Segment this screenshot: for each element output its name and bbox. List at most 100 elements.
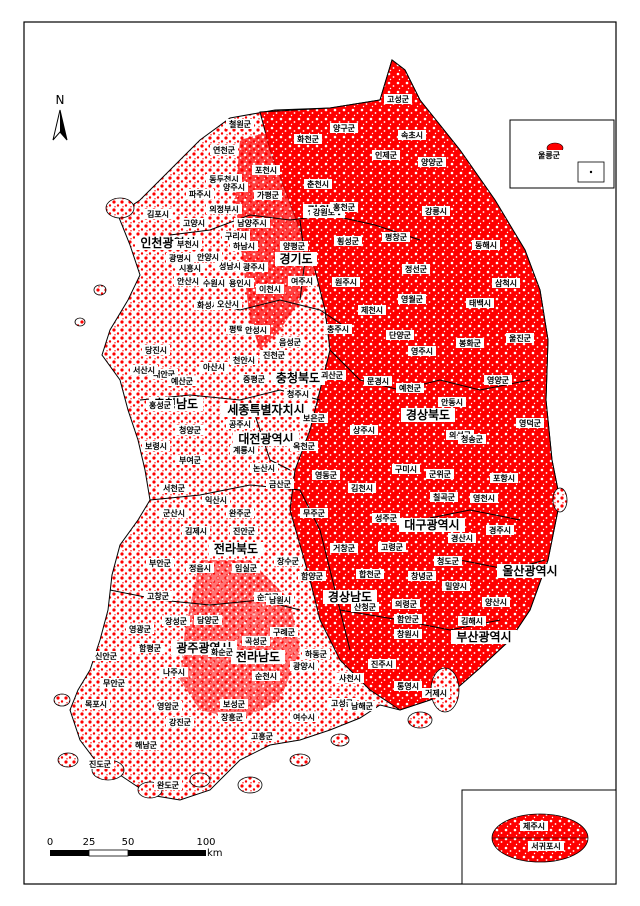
city-label-text: 천안시: [233, 355, 255, 365]
city-label: 화성시: [194, 300, 222, 310]
city-label-text: 안양시: [197, 252, 219, 262]
province-label: 부산광역시: [451, 629, 517, 644]
city-label: 예산군: [168, 376, 196, 386]
city-label: 구례군: [270, 627, 298, 637]
city-label-text: 평창군: [385, 232, 408, 242]
city-label: 평창군: [382, 232, 410, 242]
city-label: 울진군: [506, 333, 534, 343]
city-label-text: 제천시: [361, 305, 383, 315]
city-label: 인제군: [372, 150, 400, 160]
city-label: 괴산군: [318, 370, 346, 380]
city-label: 장성군: [162, 616, 190, 626]
city-label-text: 강진군: [169, 717, 192, 727]
city-label: 임실군: [232, 563, 260, 573]
city-label-text: 진주시: [371, 659, 393, 669]
city-label-text: 화성시: [197, 300, 219, 310]
city-label: 홍천군: [330, 202, 358, 212]
city-label-text: 서귀포시: [531, 841, 560, 851]
city-label-text: 부여군: [179, 455, 202, 465]
city-label: 칠곡군: [430, 492, 458, 502]
city-label-text: 신안군: [95, 651, 118, 661]
city-label: 양산시: [482, 597, 510, 607]
city-label: 보은군: [300, 413, 328, 423]
city-label-text: 곡성군: [245, 636, 268, 646]
city-label: 영주시: [408, 346, 436, 356]
city-label-text: 서천군: [163, 483, 186, 493]
city-label: 광주시: [240, 262, 268, 272]
province-label-text: 경상북도: [406, 407, 450, 422]
city-label-text: 고양시: [183, 218, 205, 228]
scale-bar: 0 25 50 100 km: [47, 837, 223, 859]
city-label: 아산시: [200, 362, 228, 372]
city-label-text: 의령군: [395, 599, 418, 609]
city-label: 무주군: [300, 508, 328, 518]
city-label: 양주시: [220, 182, 248, 192]
city-label: 화순군: [208, 647, 236, 657]
city-label: 정선군: [402, 264, 430, 274]
city-label: 춘천시: [304, 179, 332, 189]
province-label-text: 전라북도: [214, 541, 258, 556]
province-label: 경상북도: [401, 407, 455, 422]
city-label-text: 오산시: [217, 299, 239, 309]
province-label-text: 울산광역시: [502, 563, 557, 578]
city-label: 영천시: [470, 493, 498, 503]
city-label: 익산시: [202, 495, 230, 505]
city-label: 고성군: [328, 698, 356, 708]
city-label-text: 인제군: [375, 150, 398, 160]
city-label: 문경시: [364, 376, 392, 386]
city-label: 옥천군: [290, 441, 318, 451]
city-label: 목포시: [82, 699, 110, 709]
city-label: 여수시: [290, 712, 318, 722]
city-label-text: 속초시: [401, 130, 423, 140]
city-label: 오산시: [214, 299, 242, 309]
city-label: 서천군: [160, 483, 188, 493]
city-label: 김해시: [458, 616, 486, 626]
city-label: 제주시: [520, 821, 548, 831]
city-label: 고창군: [144, 591, 172, 601]
city-label: 함양군: [298, 571, 326, 581]
province-label: 세종특별자치시: [221, 402, 311, 417]
province-labels: 강원도경기도인천광역시충청북도충청남도세종특별자치시대전광역시경상북도대구광역시…: [135, 204, 563, 664]
city-label: 강진군: [166, 717, 194, 727]
city-label-text: 장흥군: [221, 712, 244, 722]
city-label: 안동시: [438, 397, 466, 407]
city-label: 청양군: [176, 425, 204, 435]
city-label: 장수군: [274, 556, 302, 566]
province-label: 전라북도: [209, 541, 263, 556]
city-label: 제천시: [358, 305, 386, 315]
city-label-text: 영천시: [473, 493, 495, 503]
city-label-text: 보성군: [223, 699, 246, 709]
city-label: 완주군: [226, 508, 254, 518]
city-label-text: 영동군: [315, 470, 338, 480]
city-label-text: 안동시: [441, 397, 463, 407]
city-label-text: 울릉군: [538, 150, 561, 160]
city-label: 영덕군: [516, 418, 544, 428]
city-label: 가평군: [254, 190, 282, 200]
city-label: 신안군: [92, 651, 120, 661]
city-label: 김포시: [144, 209, 172, 219]
city-label: 동두천시: [206, 174, 242, 184]
city-label: 진안군: [230, 526, 258, 536]
city-label-text: 정읍시: [189, 563, 211, 573]
city-label: 강원도: [310, 207, 338, 217]
city-label-text: 성남시: [219, 261, 241, 271]
city-label: 고령군: [378, 542, 406, 552]
city-label-text: 거창군: [333, 543, 356, 553]
city-label: 원주시: [332, 277, 360, 287]
city-label-text: 예산군: [171, 376, 194, 386]
city-label-text: 무주군: [303, 509, 326, 518]
city-label: 의정부시: [206, 204, 242, 214]
city-label: 구미시: [392, 464, 420, 474]
city-label-text: 계룡시: [233, 445, 255, 455]
city-label: 영암군: [154, 701, 182, 711]
city-label-text: 연천군: [213, 145, 236, 155]
city-label: 서산시: [130, 365, 158, 375]
city-label: 부여군: [176, 455, 204, 465]
city-label-text: 성주군: [375, 513, 398, 523]
city-label-text: 보령시: [145, 441, 167, 451]
city-label: 이천시: [256, 284, 284, 294]
city-label: 당진시: [142, 345, 170, 355]
city-label-text: 용인시: [229, 278, 251, 288]
city-label-text: 태안군: [153, 369, 176, 379]
